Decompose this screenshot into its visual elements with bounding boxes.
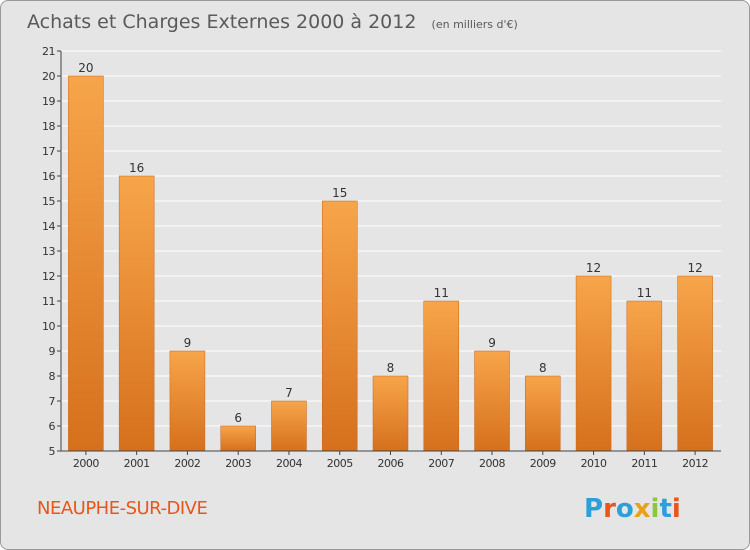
bar-2009 [525,375,561,452]
x-tick-label-2007: 2007 [428,457,454,470]
bar-2006 [372,375,409,452]
value-label-2008: 9 [488,336,496,350]
value-label-2003: 6 [234,411,242,425]
logo-letter: r [603,494,616,524]
y-tick-label: 18 [42,120,55,133]
value-label-2001: 16 [129,161,144,175]
bar-2011 [626,300,663,452]
chart-unit-text: (en milliers d'€) [432,18,518,31]
y-tick-label: 11 [42,295,55,308]
value-label-2002: 9 [184,336,192,350]
y-tick-label: 7 [49,395,56,408]
logo-letter: i [672,494,681,524]
y-tick-label: 21 [42,45,55,58]
bar-2000 [68,75,104,452]
bar-2012 [677,275,713,452]
bar-2008 [474,350,510,452]
y-tick-label: 15 [42,195,55,208]
chart-title: Achats et Charges Externes 2000 à 2012 (… [27,11,518,33]
value-label-2005: 15 [332,186,347,200]
y-tick-label: 10 [42,320,55,333]
logo-letter: o [616,494,634,524]
bars [68,75,713,452]
x-tick-label-2002: 2002 [174,457,200,470]
value-label-2007: 11 [434,286,449,300]
value-label-2011: 11 [637,286,652,300]
y-tick-label: 14 [42,220,55,233]
x-tick-label-2000: 2000 [73,457,99,470]
value-label-2012: 12 [687,261,702,275]
logo-letter: t [659,494,671,524]
bar-2003 [220,425,256,452]
y-tick-label: 5 [49,445,56,458]
x-tick-label-2008: 2008 [479,457,505,470]
x-tick-label-2011: 2011 [631,457,657,470]
bar-2007 [423,300,460,452]
logo-letter: x [634,494,651,524]
bar-2001 [118,175,155,452]
bar-2005 [321,200,358,452]
value-label-2010: 12 [586,261,601,275]
bar-2002 [169,350,206,452]
y-tick-label: 8 [49,370,56,383]
proxiti-logo: Proxiti [584,494,681,524]
x-tick-label-2006: 2006 [378,457,404,470]
bar-2004 [271,400,307,452]
value-labels: 20 16 9 6 7 15 8 11 9 8 12 11 12 [78,61,703,425]
commune-name: NEAUPHE-SUR-DIVE [37,498,207,519]
value-label-2000: 20 [78,61,93,75]
y-tick-label: 19 [42,95,55,108]
x-tick-label-2001: 2001 [124,457,150,470]
value-label-2004: 7 [285,386,293,400]
chart-title-text: Achats et Charges Externes 2000 à 2012 [27,11,416,33]
value-label-2009: 8 [539,361,547,375]
gridlines [61,50,721,427]
y-tick-label: 17 [42,145,55,158]
x-tick-label-2009: 2009 [530,457,556,470]
x-tick-label-2003: 2003 [225,457,251,470]
y-tick-label: 6 [49,420,56,433]
bar-2010 [575,275,612,452]
y-tick-label: 9 [49,345,56,358]
logo-letter: P [584,494,603,524]
y-tick-label: 13 [42,245,55,258]
x-tick-label-2005: 2005 [327,457,353,470]
y-tick-label: 12 [42,270,55,283]
x-tick-label-2004: 2004 [276,457,302,470]
y-tick-label: 20 [42,70,55,83]
x-tick-label-2010: 2010 [581,457,607,470]
value-label-2006: 8 [387,361,395,375]
y-tick-label: 16 [42,170,55,183]
axes: 5 6 7 8 9 10 11 12 13 14 15 16 17 18 19 20 21 2000 2001 200… [42,45,721,470]
x-tick-label-2012: 2012 [682,457,708,470]
logo-letter: i [651,494,660,524]
